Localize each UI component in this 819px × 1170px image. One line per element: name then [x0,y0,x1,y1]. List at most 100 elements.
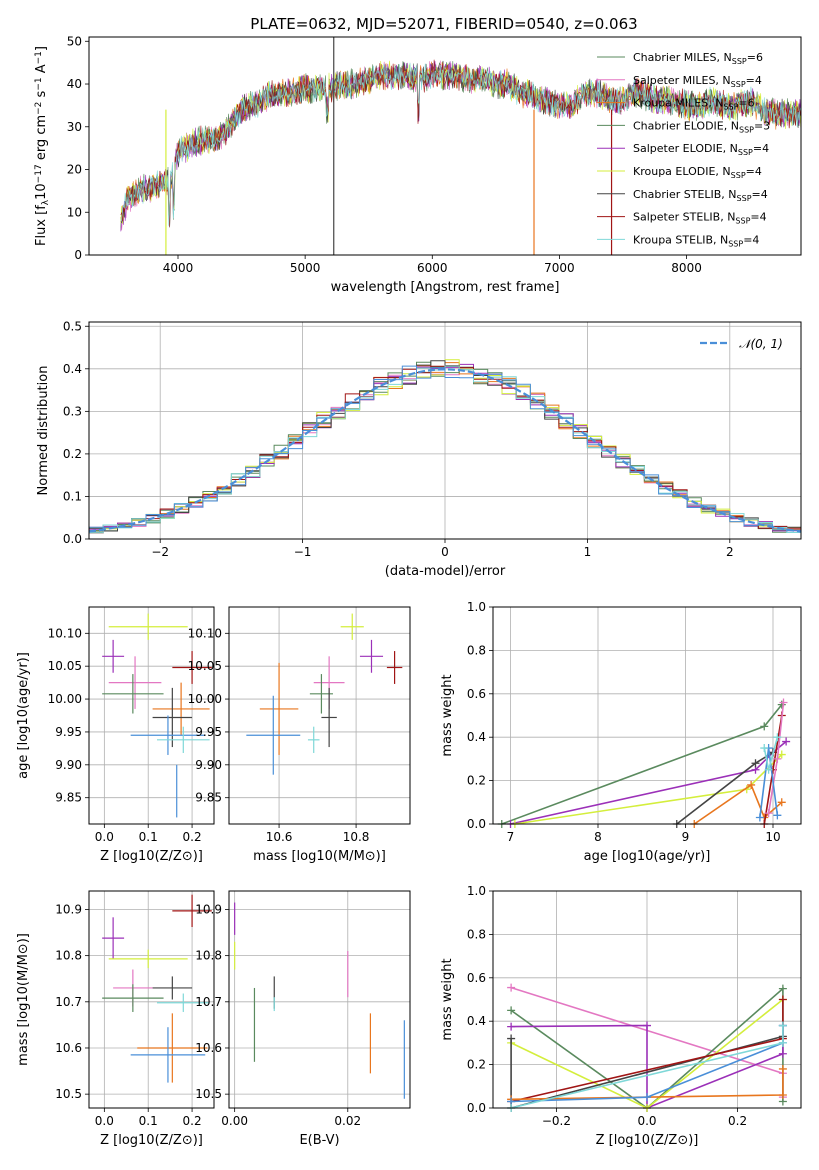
plot-area [507,983,787,1112]
axes-frame [492,890,802,1109]
weight-series [690,780,786,828]
error-bar-point [156,993,210,1012]
weight-marker [507,1006,516,1015]
axes-frame [228,606,411,825]
x-axis-label: Z [log10(Z/Z⊙)] [596,1133,699,1148]
weight-line [510,740,787,825]
x-axis-label: E(B-V) [299,1133,339,1148]
weight-marker [747,780,756,789]
y-tick-label: 0.2 [63,447,82,461]
gridlines [229,891,410,1108]
y-tick-label: 10 [67,205,82,219]
error-bar-point [108,656,162,709]
y-axis-label: mass weight [440,958,455,1040]
legend-label: Salpeter STELIB, NSSP=4 [633,211,767,226]
weight-marker [778,984,787,993]
y-tick-label: 0.8 [467,927,486,941]
error-bar-point [246,695,301,775]
x-tick-label: 5000 [290,261,321,275]
plot-area [102,613,212,818]
x-tick-label: 10 [765,830,780,844]
x-tick-label: 0.0 [95,1114,114,1128]
axes-frame [88,606,215,825]
y-tick-label: 20 [67,163,82,177]
x-tick-label: 0.2 [183,830,202,844]
weight-marker [507,983,516,992]
weight-line [693,783,783,825]
y-tick-label: 10.6 [195,1041,222,1055]
y-tick-label: 0.3 [63,404,82,418]
panel-mass-vs-EBV: 0.00 0.02 10.5 10.6 10.7 10.8 10.9 E(B-V) [195,890,411,1148]
x-tick-label: 2 [726,545,734,559]
y-tick-label: 0.2 [467,774,486,788]
y-tick-label: 10.6 [55,1041,82,1055]
x-tick-label: 0 [441,545,449,559]
error-bar-point [102,984,164,1012]
plot-area [88,359,802,534]
x-tick-label: 0.2 [183,1114,202,1128]
weight-marker [760,722,769,731]
y-tick-label: 9.90 [55,758,82,772]
y-tick-label: 10.00 [48,692,82,706]
weight-marker [751,759,760,768]
x-tick-label: 0.0 [637,1114,656,1128]
y-tick-label: 10.7 [195,995,222,1009]
legend-label: Chabrier ELODIE, NSSP=3 [633,119,770,134]
panel-spectrum: 4000 5000 6000 7000 8000 0 10 20 30 40 50 Chabrier … [34,34,802,295]
axes-frame [88,36,802,256]
x-tick-label: 7 [507,830,515,844]
x-axis-label: mass [log10(M/M⊙)] [253,849,386,864]
weight-marker [773,754,782,763]
error-bar-point [108,613,188,640]
x-tick-label: 8000 [671,261,702,275]
legend-label: Salpeter MILES, NSSP=4 [633,74,762,89]
y-tick-label: 0.6 [467,687,486,701]
weight-marker [643,1093,651,1102]
error-bar-point [108,949,188,969]
weight-marker [773,811,782,820]
y-axis-label: Flux [fλ10−17 erg cm−2 s−1 A−1] [34,46,51,246]
weight-marker [755,813,764,822]
y-tick-label: 0.0 [467,1101,486,1115]
error-bar-point [359,639,384,673]
error-bar-point [152,682,210,736]
weight-series [497,700,786,828]
plot-area [102,894,212,1083]
legend-label: Chabrier MILES, NSSP=6 [633,51,763,66]
y-tick-label: 0.4 [467,1014,486,1028]
axes-frame [492,606,802,825]
y-tick-label: 9.85 [55,791,82,805]
histogram-step [89,365,801,532]
y-axis-label: mass [log10(M/M⊙)] [16,933,31,1066]
plot-area [497,698,791,828]
y-tick-label: 10.10 [48,626,82,640]
x-axis-label: Z [log10(Z/Z⊙)] [100,1133,203,1148]
gaussian-curve [88,368,802,533]
weight-marker [777,798,786,807]
x-tick-label: −0.2 [542,1114,571,1128]
y-tick-label: 0.1 [63,489,82,503]
axes-frame [88,890,215,1109]
weight-marker [507,1022,516,1031]
y-tick-label: 0.2 [467,1058,486,1072]
panel-age-vs-mass: 10.6 10.8 9.85 9.90 9.95 10.00 10.05 10.10 mass … [188,606,411,864]
x-tick-label: 0.2 [728,1114,747,1128]
panel-age-vs-Z: 0.0 0.1 0.2 9.85 9.90 9.95 10.00 10.05 10.10 Z [l… [16,606,215,864]
y-tick-label: 10.8 [195,949,222,963]
weight-marker [779,698,788,707]
y-tick-label: 10.10 [188,626,222,640]
legend-label: Salpeter ELODIE, NSSP=4 [633,142,769,157]
y-tick-label: 0.4 [467,730,486,744]
weight-marker [778,1021,787,1030]
weight-marker [760,744,769,753]
error-bar-point [321,687,337,748]
error-bar-point [152,976,193,1000]
y-axis-label: Normed distribution [36,366,51,496]
weight-marker [778,995,787,1004]
x-tick-label: −1 [294,545,312,559]
x-axis-label: Z [log10(Z/Z⊙)] [100,849,203,864]
error-bar-point [172,894,212,928]
weight-marker [778,1064,787,1073]
y-tick-label: 1.0 [467,600,486,614]
y-tick-label: 10.7 [55,995,82,1009]
